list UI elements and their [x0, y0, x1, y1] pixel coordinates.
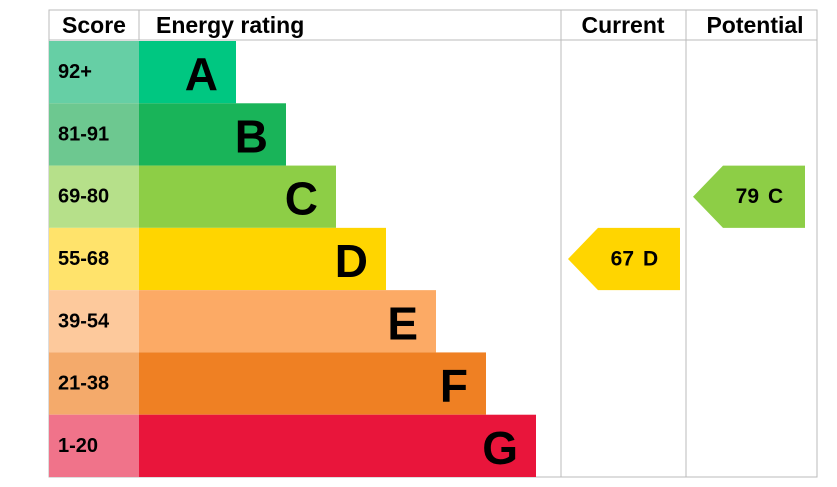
- rating-letter: F: [440, 360, 468, 412]
- current-letter: D: [643, 248, 658, 271]
- score-range: 69-80: [58, 186, 109, 208]
- score-range: 1-20: [58, 435, 98, 457]
- score-cell: [49, 41, 139, 104]
- score-range: 39-54: [58, 310, 110, 332]
- score-cell: [49, 103, 139, 166]
- current-value: 67: [611, 248, 634, 271]
- rating-bar: [139, 227, 386, 291]
- rating-bar: [139, 103, 286, 166]
- score-cell: [49, 290, 139, 353]
- score-cell: [49, 414, 139, 477]
- rating-bar: [139, 165, 336, 228]
- rating-letter: C: [285, 173, 318, 225]
- score-cell: [49, 352, 139, 415]
- score-cell: [49, 227, 139, 291]
- rating-bar: [139, 414, 536, 477]
- header-score: Score: [62, 12, 126, 38]
- score-range: 92+: [58, 61, 92, 83]
- potential-arrow: [693, 165, 805, 228]
- score-range: 81-91: [58, 123, 109, 145]
- score-range: 55-68: [58, 248, 109, 270]
- rating-letter: G: [482, 422, 518, 474]
- rating-bar: [139, 290, 436, 353]
- rating-letter: E: [387, 297, 418, 349]
- score-range: 21-38: [58, 373, 109, 395]
- header-potential: Potential: [706, 12, 803, 38]
- potential-letter: C: [768, 185, 783, 208]
- score-cell: [49, 165, 139, 228]
- potential-value: 79: [736, 185, 759, 208]
- rating-letter: D: [335, 235, 368, 287]
- current-arrow: [568, 227, 680, 291]
- rating-letter: A: [185, 48, 218, 100]
- rating-letter: B: [235, 110, 268, 162]
- rating-bar: [139, 41, 236, 104]
- rating-bar: [139, 352, 486, 415]
- header-current: Current: [581, 12, 664, 38]
- header-rating: Energy rating: [156, 12, 304, 38]
